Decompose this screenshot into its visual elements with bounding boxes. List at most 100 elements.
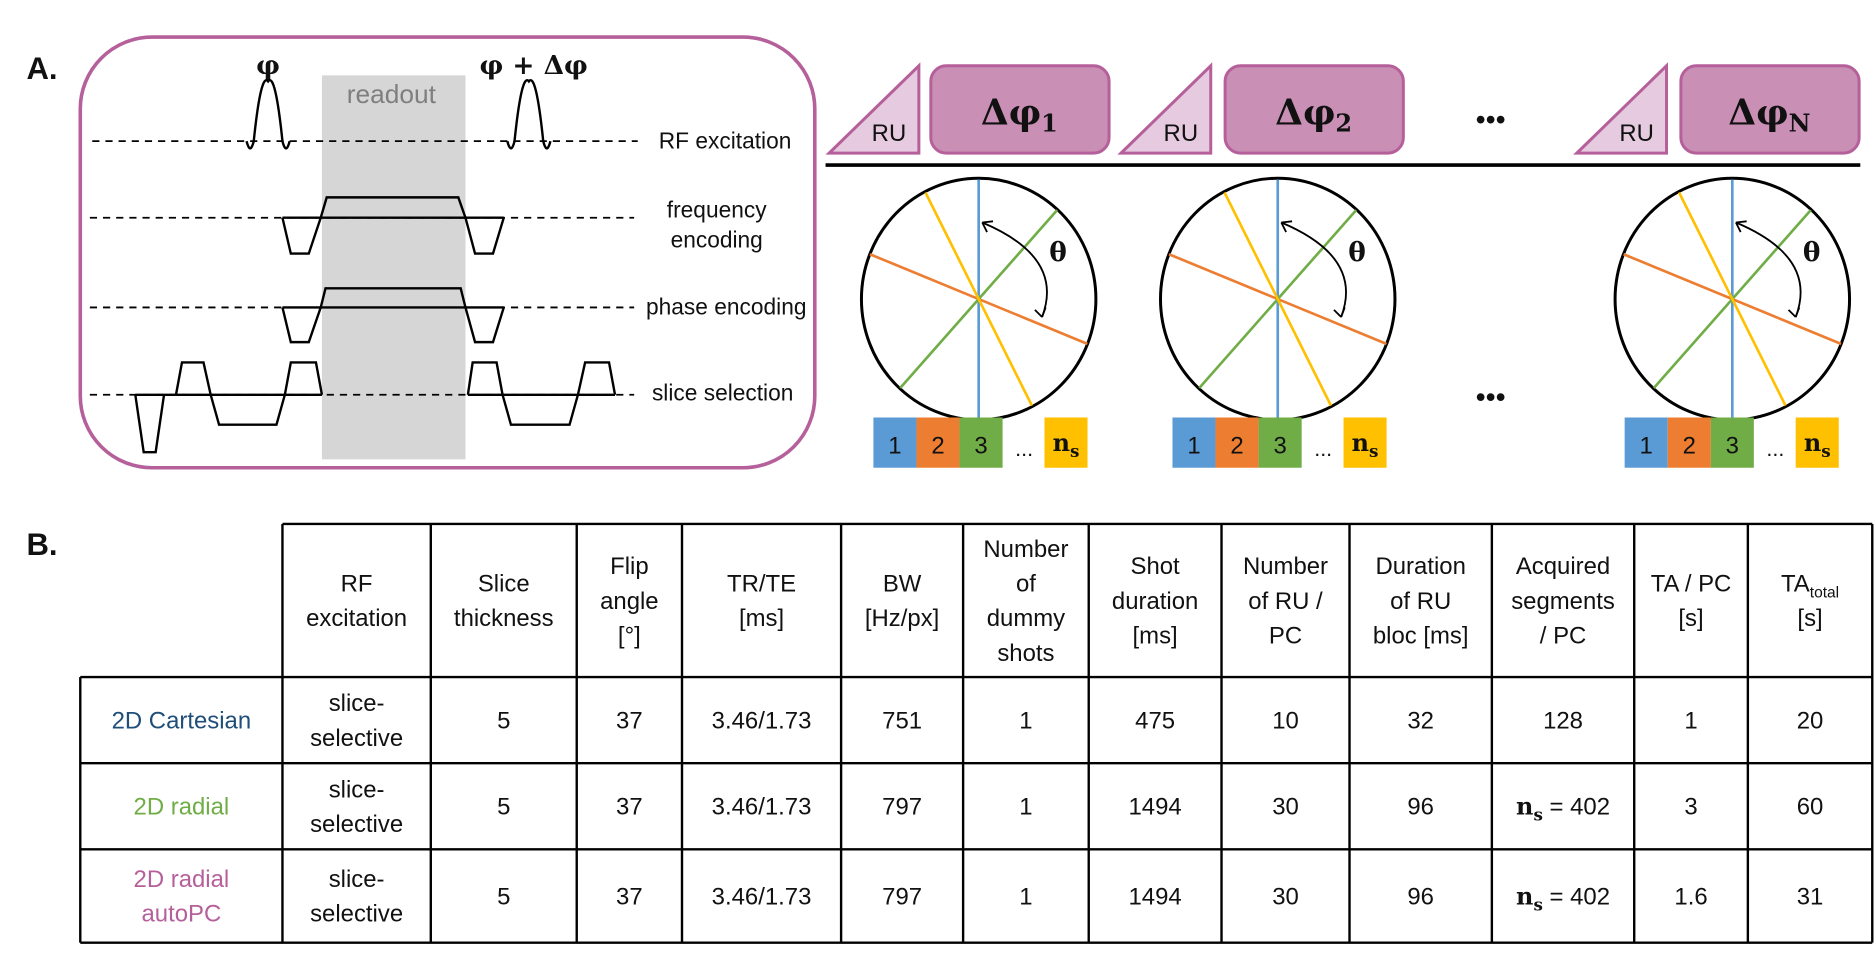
- table-cell: 60: [1797, 794, 1824, 821]
- phase-gradient: [281, 287, 505, 344]
- table-cell: 10: [1272, 708, 1299, 735]
- table-cell: 1494: [1129, 883, 1182, 910]
- panel-b: B. RF excitation Slice thickness Flip angle [°…: [26, 522, 1874, 944]
- table-cell: 30: [1272, 794, 1299, 821]
- segment-last: [1044, 417, 1088, 468]
- readout-label: readout: [347, 79, 437, 109]
- table-cell: selective: [310, 811, 403, 838]
- table-row-label: autoPC: [141, 901, 221, 928]
- ellipsis-bottom: •••: [1476, 382, 1506, 414]
- table-cell: 96: [1407, 883, 1434, 910]
- cycle-1: RU Δφ1 θ 1 2 3... ns: [825, 62, 1111, 468]
- table-cell: 1: [1019, 883, 1032, 910]
- segment-ellipsis: ...: [1766, 437, 1784, 461]
- table-cell: 3.46/1.73: [712, 883, 812, 910]
- ru-ramp: [1573, 62, 1669, 155]
- table-header-cell: PC: [1269, 623, 1302, 650]
- table-cell: 797: [882, 794, 922, 821]
- segment-2: [1215, 417, 1259, 468]
- table-cell: 1: [1019, 708, 1032, 735]
- table-header-cell: BW: [883, 571, 922, 598]
- angle-arrow: [1735, 221, 1802, 318]
- table-header-cell: duration: [1112, 588, 1198, 615]
- segment-number: 3: [1726, 432, 1739, 459]
- segment-number: 2: [1683, 432, 1696, 459]
- row-label-frequency: frequency: [667, 197, 767, 223]
- panel-b-label: B.: [26, 527, 57, 562]
- segment-number: 3: [1273, 432, 1286, 459]
- table-cell: 5: [497, 794, 510, 821]
- ru-label: RU: [872, 120, 907, 147]
- segment-3: [1710, 417, 1754, 468]
- segment-number: 1: [1187, 432, 1200, 459]
- theta-label: θ: [1049, 237, 1067, 268]
- arrowheads-icon: [1280, 220, 1346, 318]
- phase-label-2: φ + Δφ: [479, 50, 587, 81]
- arrowheads-icon: [1735, 220, 1801, 318]
- table-header-cell: TR/TE: [727, 571, 796, 598]
- angle-arrow: [981, 221, 1048, 318]
- table-header-cell: Number: [983, 536, 1068, 563]
- table-cell: ns = 402: [1516, 793, 1610, 825]
- segment-last: [1343, 417, 1387, 468]
- table-header-cell: TAtotal: [1781, 571, 1839, 602]
- table-header-cell: [s]: [1678, 605, 1703, 632]
- table-row-label: 2D Cartesian: [112, 708, 252, 735]
- arrowheads-icon: [981, 220, 1047, 318]
- table-cell: 3.46/1.73: [712, 708, 812, 735]
- table-cell: 1.6: [1674, 883, 1707, 910]
- row-label-phase: phase encoding: [646, 294, 806, 320]
- table-cell: 1: [1684, 708, 1697, 735]
- phase-increment-block: [1679, 64, 1861, 155]
- table-header-cell: Acquired: [1516, 553, 1610, 580]
- table-header-cell: [ms]: [739, 605, 784, 632]
- table-cell: selective: [310, 901, 403, 928]
- parameter-table: RF excitation Slice thickness Flip angle [°] TR…: [79, 522, 1874, 944]
- phase-increment-block: [1223, 64, 1405, 155]
- segment-number: 1: [1640, 432, 1653, 459]
- segment-3: [1258, 417, 1302, 468]
- segment-number: 2: [1230, 432, 1243, 459]
- ru-ramp: [1117, 62, 1213, 155]
- table-cell: 37: [616, 883, 643, 910]
- theta-label: θ: [1348, 237, 1366, 268]
- table-header-cell: excitation: [306, 605, 407, 632]
- table-header-cell: TA / PC: [1651, 571, 1732, 598]
- table-cell: 20: [1797, 708, 1824, 735]
- table-header-cell: [ms]: [1133, 623, 1178, 650]
- table-header-cell: segments: [1511, 588, 1615, 615]
- table-cell: slice-: [329, 866, 385, 893]
- ru-label: RU: [1619, 120, 1654, 147]
- ru-ramp: [825, 62, 921, 155]
- phase-increment-label: Δφ1: [981, 91, 1058, 137]
- row-label-rf: RF excitation: [659, 127, 792, 153]
- phase-increment-label: ΔφN: [1728, 91, 1810, 137]
- table-cell: 37: [616, 708, 643, 735]
- table-row-label: 2D radial: [134, 794, 230, 821]
- table-cell: 5: [497, 883, 510, 910]
- segment-3: [959, 417, 1003, 468]
- table-header-cell: [°]: [618, 623, 641, 650]
- table-header-cell: Shot: [1131, 553, 1181, 580]
- table-header-cell: [s]: [1797, 605, 1822, 632]
- rf-pulse-2: [506, 78, 552, 150]
- table-cell: 3.46/1.73: [712, 794, 812, 821]
- segment-1: [873, 417, 917, 468]
- slice-gradient-left: [134, 361, 324, 454]
- segment-last-label: ns: [1053, 429, 1080, 461]
- table-header-cell: Number: [1243, 553, 1328, 580]
- segment-last-label: ns: [1804, 429, 1831, 461]
- table-cell: 1: [1019, 794, 1032, 821]
- table-cell: 751: [882, 708, 922, 735]
- theta-label: θ: [1803, 237, 1821, 268]
- table-header-cell: thickness: [454, 605, 554, 632]
- table-cell: 32: [1407, 708, 1434, 735]
- table-cell: 475: [1135, 708, 1175, 735]
- frequency-gradient: [281, 196, 505, 255]
- table-cell: 5: [497, 708, 510, 735]
- table-header-cell: / PC: [1540, 623, 1587, 650]
- readout-window: [321, 75, 466, 460]
- table-header-cell: [Hz/px]: [865, 605, 939, 632]
- table-header-cell: dummy: [987, 605, 1065, 632]
